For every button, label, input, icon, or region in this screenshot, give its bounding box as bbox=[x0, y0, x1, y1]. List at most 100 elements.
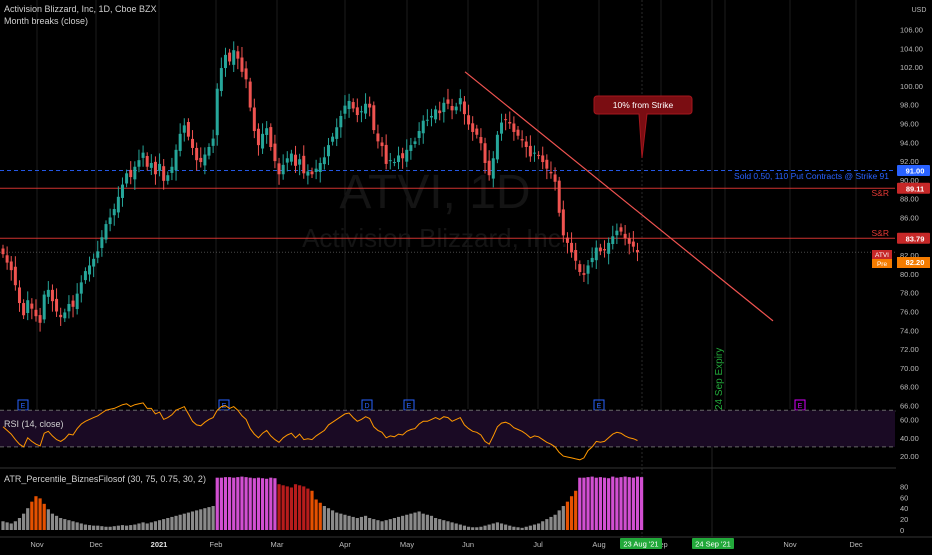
price-tick-label: 102.00 bbox=[900, 63, 923, 72]
grid-layer bbox=[0, 0, 932, 537]
candle-body bbox=[265, 128, 269, 135]
candle-body bbox=[458, 98, 462, 105]
atr-bar bbox=[429, 515, 434, 530]
level-badge-bg bbox=[897, 232, 930, 244]
atr-bar bbox=[215, 477, 219, 530]
rsi-tick-label: 40.00 bbox=[900, 434, 919, 443]
candle-body bbox=[405, 149, 409, 162]
candle-body bbox=[166, 175, 170, 181]
price-tick-label: 90.00 bbox=[900, 176, 919, 185]
candle-body bbox=[376, 133, 380, 142]
candle-body bbox=[590, 257, 594, 263]
atr-bar bbox=[578, 477, 582, 530]
candle-body bbox=[273, 143, 277, 162]
atr-bar bbox=[83, 524, 87, 530]
atr-tick-label: 40 bbox=[900, 504, 908, 513]
candle-body bbox=[384, 144, 388, 164]
atr-bar bbox=[368, 518, 372, 530]
level-badge: 89.11 bbox=[906, 184, 924, 193]
rsi-pane bbox=[0, 402, 895, 461]
candle-body bbox=[96, 251, 100, 258]
atr-bar bbox=[582, 477, 586, 530]
atr-bar bbox=[5, 522, 9, 530]
candle-body bbox=[438, 110, 442, 114]
atr-tick-label: 80 bbox=[900, 482, 908, 491]
candle-body bbox=[520, 139, 524, 141]
candle-body bbox=[392, 162, 396, 164]
time-axis[interactable]: NovDec2021FebMarAprMayJunJulAugSepOctNov… bbox=[0, 536, 932, 550]
atr-bar bbox=[372, 519, 376, 530]
atr-tick-label: 60 bbox=[900, 493, 908, 502]
candle-body bbox=[615, 230, 619, 236]
atr-bar bbox=[557, 510, 561, 530]
indicator-label[interactable]: Month breaks (close) bbox=[4, 16, 89, 26]
candle-body bbox=[298, 159, 302, 165]
atr-bar bbox=[532, 524, 537, 530]
price-tick-label: 82.00 bbox=[900, 251, 919, 260]
candle-body bbox=[116, 196, 120, 213]
candle-body bbox=[413, 141, 417, 144]
atr-bar bbox=[207, 507, 211, 530]
candle-body bbox=[475, 128, 479, 135]
symbol-title[interactable]: Activision Blizzard, Inc, 1D, Cboe BZX bbox=[4, 4, 157, 14]
candle-body bbox=[289, 153, 293, 162]
atr-bar bbox=[421, 513, 425, 530]
time-tick-label: Aug bbox=[592, 540, 605, 549]
atr-bar bbox=[269, 477, 273, 530]
candle-body bbox=[112, 209, 116, 216]
atr-bar bbox=[363, 515, 368, 530]
trendline-layer[interactable] bbox=[464, 71, 774, 322]
date-tag-bg bbox=[692, 538, 734, 549]
sr-label-upper: S&R bbox=[872, 188, 889, 198]
atr-bar bbox=[504, 524, 508, 530]
atr-bar bbox=[63, 519, 67, 530]
atr-bar bbox=[446, 521, 450, 530]
atr-bar bbox=[392, 518, 396, 530]
candle-body bbox=[71, 300, 75, 307]
candle-body bbox=[318, 162, 322, 173]
price-tick-label: 98.00 bbox=[900, 101, 919, 110]
candle-body bbox=[256, 128, 260, 146]
candle-body bbox=[261, 133, 265, 149]
candle-body bbox=[598, 247, 602, 252]
expiry-label: 24 Sep Expiry bbox=[714, 348, 725, 410]
atr-bar bbox=[59, 518, 63, 530]
atr-bar bbox=[174, 515, 178, 530]
atr-bar bbox=[293, 484, 298, 530]
candle-body bbox=[570, 242, 574, 253]
candle-body bbox=[314, 168, 318, 173]
candle-body bbox=[409, 145, 413, 151]
candle-body bbox=[30, 303, 34, 309]
candle-body bbox=[83, 271, 87, 281]
price-axis[interactable]: USD 66.00 68.00 70.00 72.00 74.00 76.00 78.00 80… bbox=[872, 0, 932, 550]
candles[interactable] bbox=[1, 41, 639, 332]
candle-body bbox=[59, 314, 63, 318]
candle-body bbox=[442, 102, 446, 113]
atr-bar bbox=[54, 515, 59, 530]
atr-bar bbox=[495, 522, 499, 530]
atr-bar bbox=[499, 523, 504, 530]
atr-bar bbox=[182, 513, 186, 530]
atr-bar bbox=[590, 476, 594, 530]
atr-bar bbox=[607, 478, 611, 530]
rsi-title[interactable]: RSI (14, close) bbox=[4, 419, 64, 429]
candle-body bbox=[252, 107, 256, 132]
atr-bar bbox=[157, 520, 162, 530]
atr-bar bbox=[240, 476, 244, 530]
atr-title[interactable]: ATR_Percentile_BiznesFilosof (30, 75, 0.… bbox=[4, 474, 206, 484]
trendline bbox=[464, 71, 774, 322]
atr-bar bbox=[96, 525, 100, 530]
atr-bar bbox=[331, 510, 335, 530]
callout-text: 10% from Strike bbox=[613, 100, 674, 110]
atr-bar bbox=[623, 476, 627, 530]
atr-bar bbox=[462, 525, 467, 530]
candle-body bbox=[479, 137, 483, 144]
candle-body bbox=[495, 134, 499, 160]
candle-body bbox=[574, 250, 578, 261]
candle-body bbox=[306, 171, 310, 176]
atr-bar bbox=[203, 508, 207, 530]
price-levels bbox=[0, 170, 895, 253]
candle-body bbox=[388, 160, 392, 162]
atr-bar bbox=[442, 520, 446, 530]
